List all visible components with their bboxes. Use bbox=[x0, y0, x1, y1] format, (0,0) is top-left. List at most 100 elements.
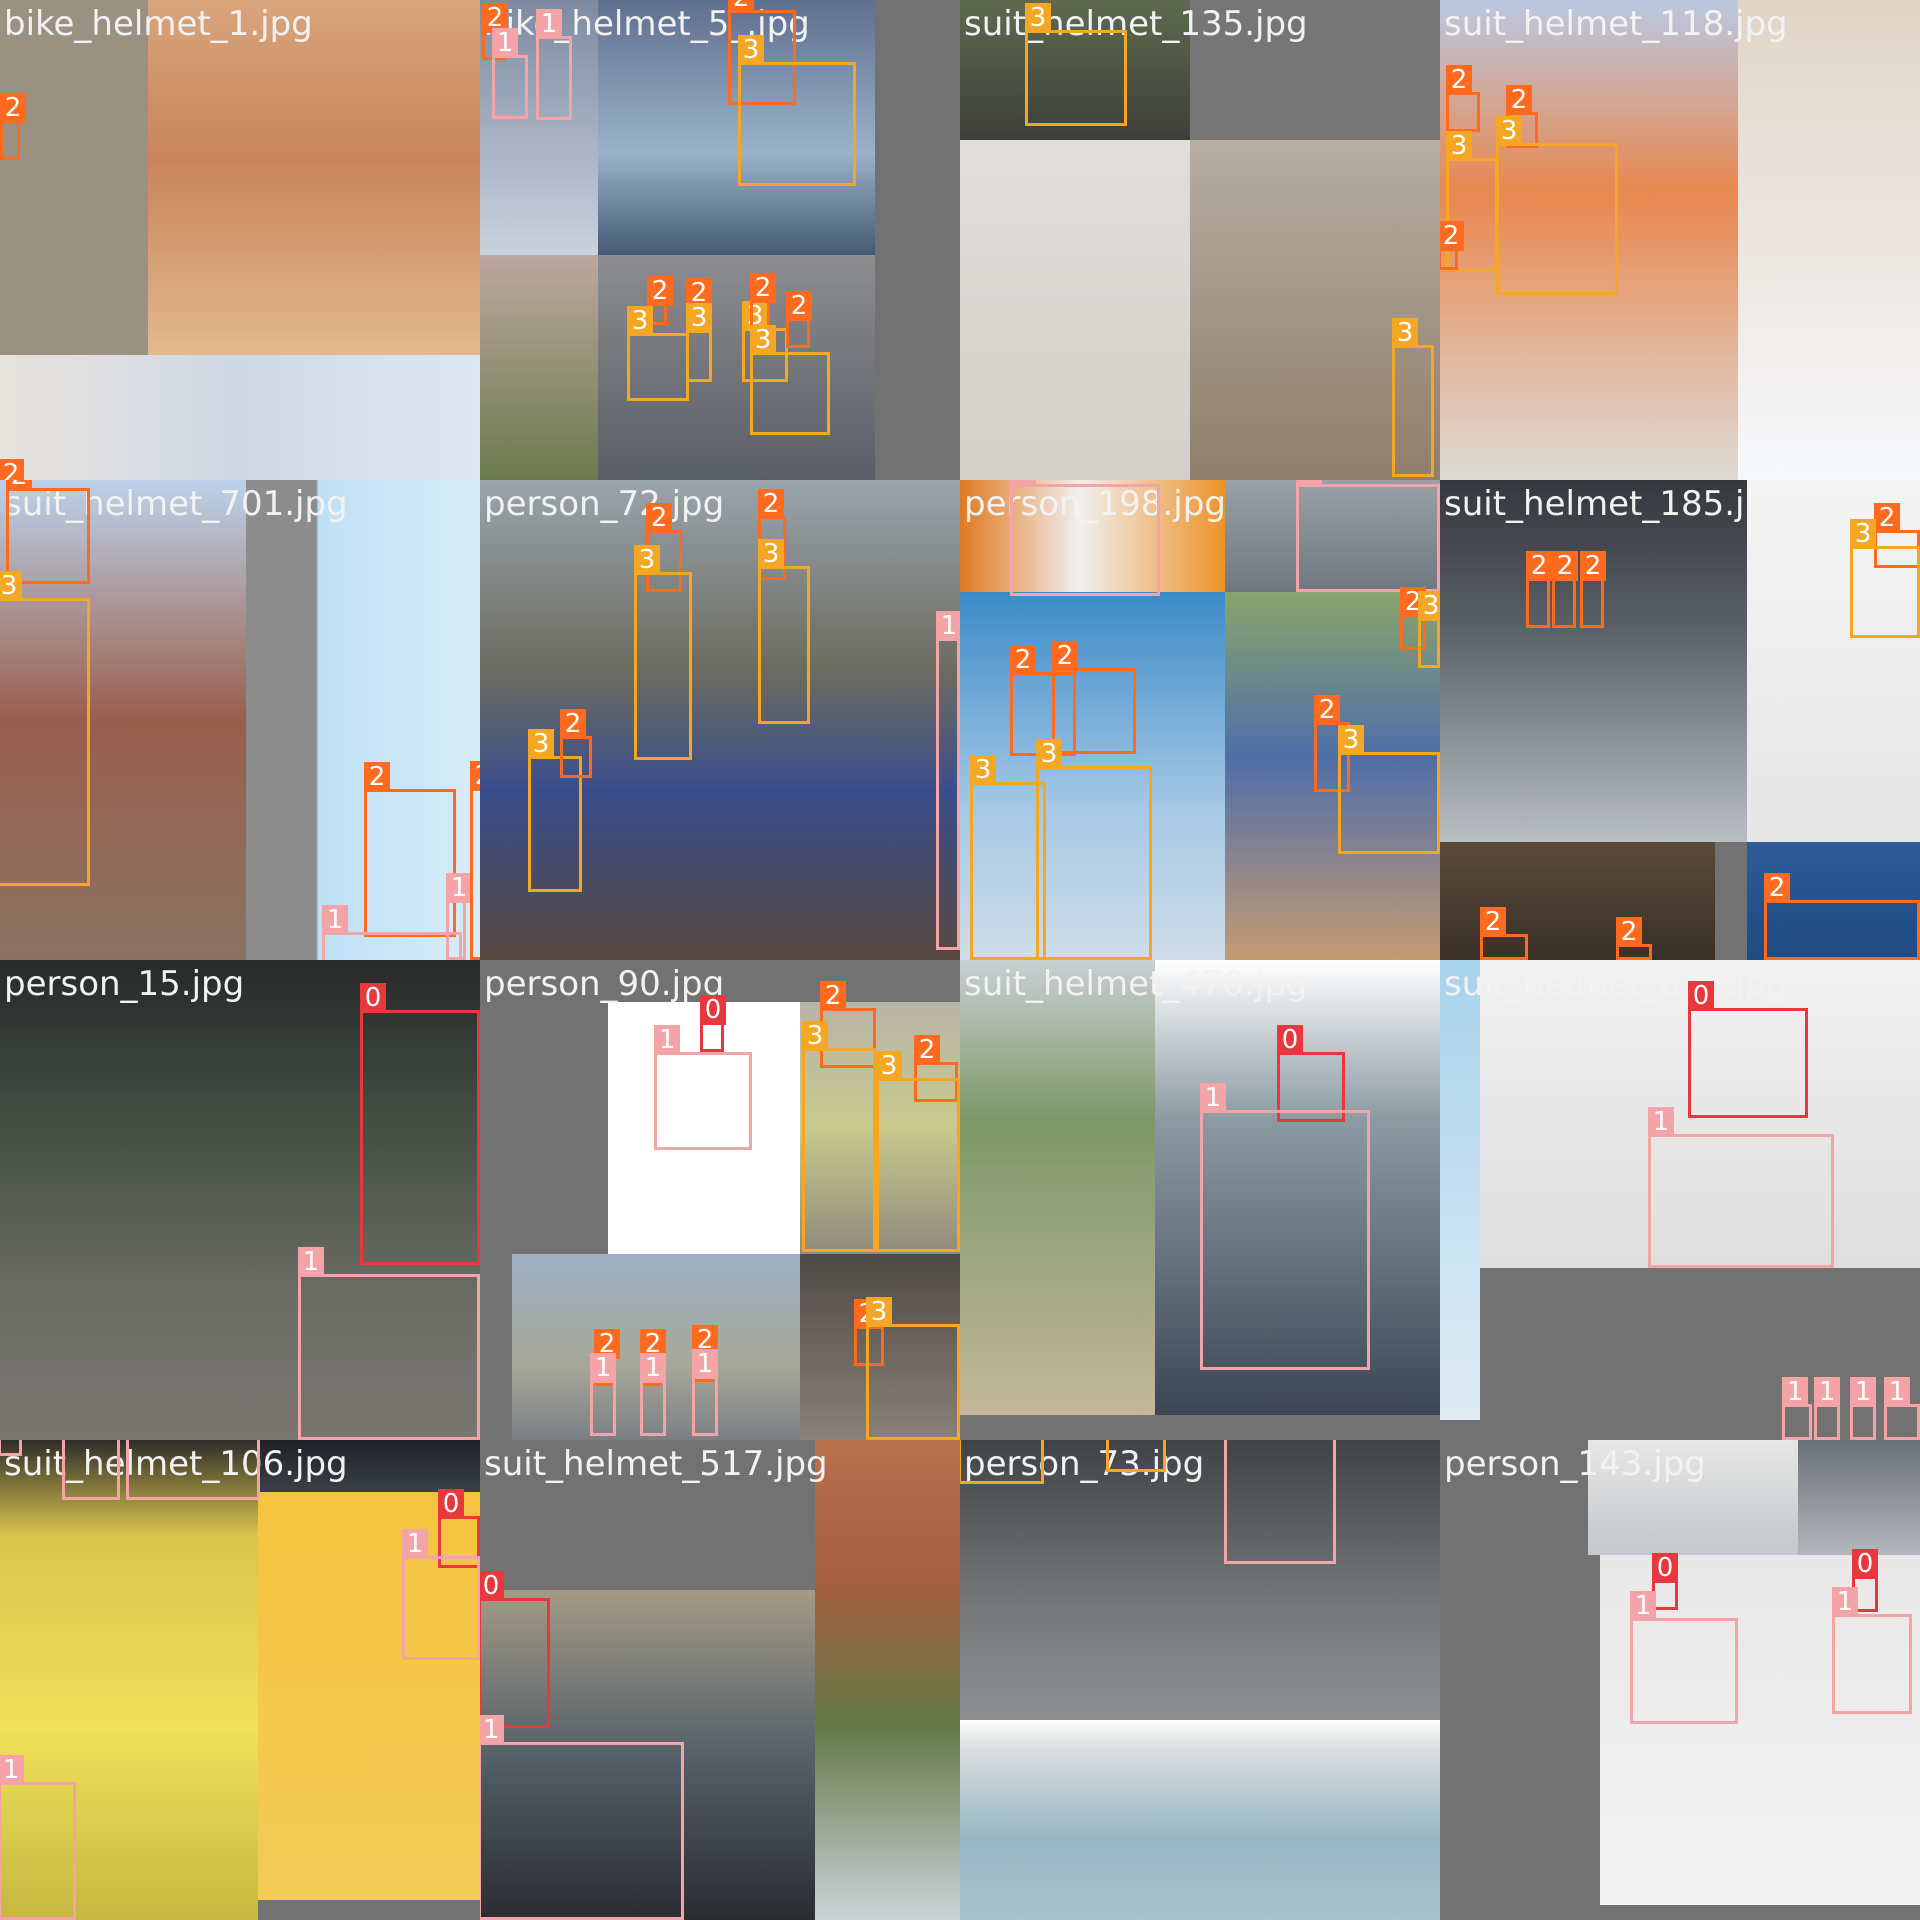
bounding-box: 0 bbox=[1688, 981, 1808, 1118]
bounding-box: 2 bbox=[0, 93, 26, 160]
class-label: 3 bbox=[1446, 131, 1472, 161]
bounding-box: 0 bbox=[1652, 1553, 1678, 1610]
image-patch bbox=[480, 1590, 815, 1920]
tile-filename: suit_helmet_185.jpg bbox=[1444, 484, 1788, 524]
bounding-box bbox=[62, 1440, 120, 1500]
class-label: 1 bbox=[640, 1353, 666, 1383]
bounding-box: 2 bbox=[1580, 551, 1606, 628]
image-patch bbox=[815, 1440, 960, 1920]
bounding-box: 1 bbox=[936, 611, 960, 950]
class-label: 2 bbox=[1052, 641, 1078, 671]
class-label: 1 bbox=[1850, 1377, 1876, 1407]
class-label: 0 bbox=[1852, 1549, 1878, 1579]
bounding-box: 2 bbox=[1314, 695, 1350, 792]
class-label: 0 bbox=[1688, 981, 1714, 1011]
bounding-box: 1 bbox=[480, 1715, 684, 1920]
class-label: 2 bbox=[560, 709, 586, 739]
tile-filename: person_198.jpg bbox=[964, 484, 1226, 524]
bounding-box: 3 bbox=[1025, 3, 1127, 126]
class-label: 1 bbox=[480, 1715, 504, 1745]
class-label: 2 bbox=[646, 503, 672, 533]
class-label: 2 bbox=[1480, 907, 1506, 937]
class-label: 2 bbox=[1580, 551, 1606, 581]
bounding-box: 2 bbox=[1052, 641, 1136, 754]
bounding-box: 1 bbox=[1200, 1083, 1370, 1370]
class-label: 1 bbox=[298, 1247, 324, 1277]
bounding-box: 2 bbox=[646, 503, 682, 592]
bounding-box: 1 bbox=[1630, 1591, 1738, 1724]
class-label: 2 bbox=[728, 0, 754, 13]
bounding-box: 3 bbox=[1418, 591, 1440, 668]
class-label: 1 bbox=[1814, 1377, 1840, 1407]
class-label: 3 bbox=[1036, 739, 1062, 769]
bounding-box: 2 bbox=[6, 480, 90, 584]
tile-filename: person_72.jpg bbox=[484, 484, 725, 524]
image-patch bbox=[1440, 480, 1747, 842]
bounding-box: 2 bbox=[1764, 873, 1920, 960]
tile-filename: suit_helmet_118.jpg bbox=[1444, 4, 1788, 44]
bounding-box: 3 bbox=[634, 545, 692, 760]
bounding-box: 1 bbox=[492, 28, 528, 119]
class-label: 2 bbox=[1010, 645, 1036, 675]
bounding-box: 3 bbox=[738, 35, 856, 186]
class-label: 3 bbox=[758, 539, 784, 569]
class-label: 2 bbox=[364, 762, 390, 792]
bounding-box: 2 bbox=[786, 291, 812, 348]
bounding-box: 2 bbox=[647, 276, 673, 325]
class-label: 0 bbox=[360, 983, 386, 1013]
class-label: 0 bbox=[1652, 1553, 1678, 1583]
class-label: 2 bbox=[647, 276, 673, 306]
image-patch bbox=[0, 0, 148, 355]
class-label: 1 bbox=[1782, 1377, 1808, 1407]
class-label: 3 bbox=[866, 1297, 892, 1327]
class-label: 3 bbox=[1025, 3, 1051, 33]
mosaic-tile: bike_helmet_5_.jpg 2 1 1 2 3 2 3 2 3 3 2… bbox=[480, 0, 960, 480]
tile-filename: suit_helmet_517.jpg bbox=[484, 1444, 828, 1484]
image-patch bbox=[1588, 1440, 1798, 1555]
bounding-box: 2 bbox=[364, 762, 456, 937]
bounding-box: 0 bbox=[1277, 1025, 1345, 1122]
bounding-box: 1 bbox=[446, 873, 472, 960]
image-patch bbox=[0, 960, 480, 1440]
mosaic-tile: person_73.jpg bbox=[960, 1440, 1440, 1920]
class-label: 1 bbox=[590, 1353, 616, 1383]
image-patch bbox=[1798, 1440, 1920, 1555]
bounding-box: 1 bbox=[1010, 480, 1160, 596]
image-patch bbox=[0, 480, 246, 960]
bounding-box: 2 bbox=[1616, 917, 1652, 960]
image-patch bbox=[0, 1440, 258, 1920]
class-label: 3 bbox=[528, 729, 554, 759]
bounding-box: 3 bbox=[750, 325, 830, 435]
class-label: 2 bbox=[1440, 221, 1464, 251]
bounding-box: 3 bbox=[1392, 318, 1434, 477]
class-label: 3 bbox=[1496, 116, 1522, 146]
bounding-box: 3 bbox=[802, 1021, 876, 1252]
class-label: 0 bbox=[700, 995, 726, 1025]
class-label: 1 bbox=[446, 873, 472, 903]
class-label: 2 bbox=[786, 291, 812, 321]
bounding-box: 2 bbox=[728, 0, 796, 105]
bounding-box: 2 bbox=[1526, 551, 1552, 628]
bounding-box: 2 bbox=[470, 761, 480, 960]
class-label: 2 bbox=[0, 93, 26, 123]
class-label: 3 bbox=[1850, 519, 1876, 549]
image-patch bbox=[598, 0, 875, 255]
class-label: 2 bbox=[820, 981, 846, 1011]
class-label: 3 bbox=[802, 1021, 828, 1051]
class-label: 3 bbox=[876, 1051, 902, 1081]
image-patch bbox=[1480, 960, 1920, 1268]
image-patch bbox=[1747, 480, 1920, 842]
bounding-box: 3 bbox=[1496, 116, 1618, 295]
bounding-box: 2 bbox=[1480, 907, 1528, 960]
bounding-box: 1 bbox=[1782, 1377, 1812, 1440]
tile-filename: suit_helmet_135.jpg bbox=[964, 4, 1308, 44]
class-label: 1 bbox=[1832, 1587, 1858, 1617]
bounding-box: 1 bbox=[298, 1247, 480, 1440]
bounding-box: 3 bbox=[1850, 519, 1920, 638]
bounding-box: 0 bbox=[1852, 1549, 1878, 1612]
class-label: 2 bbox=[914, 1035, 940, 1065]
tile-filename: suit_helmet_106.jpg bbox=[4, 1444, 348, 1484]
mosaic-tile: person_143.jpg 0 1 0 1 bbox=[1440, 1440, 1920, 1920]
image-patch bbox=[1225, 480, 1440, 592]
image-patch bbox=[960, 1720, 1440, 1920]
